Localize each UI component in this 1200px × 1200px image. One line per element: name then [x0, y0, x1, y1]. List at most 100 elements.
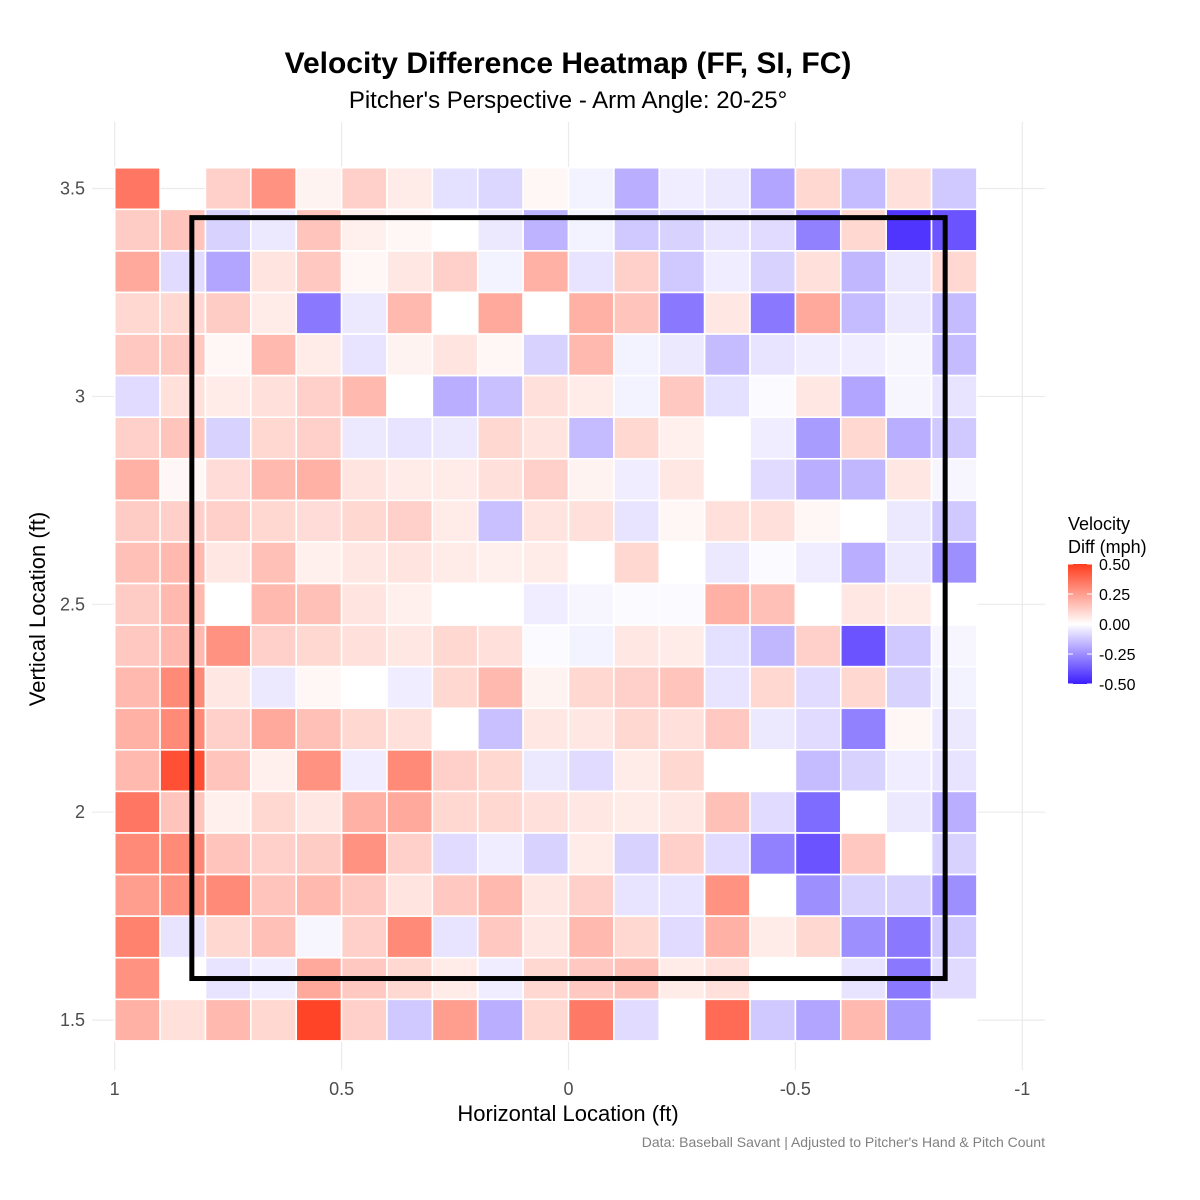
heatmap-cell [839, 333, 887, 377]
heatmap-cell [794, 333, 842, 377]
heatmap-cell [613, 749, 661, 793]
heatmap-cell [159, 457, 207, 502]
heatmap-cell [159, 707, 207, 751]
heatmap-cell [113, 541, 161, 585]
heatmap-cell [386, 416, 434, 460]
heatmap-cell [658, 416, 706, 460]
heatmap-cell [749, 457, 797, 502]
heatmap-cell [386, 915, 434, 959]
legend-ticks: 0.50 0.25 0.00 -0.25 -0.50 [1068, 557, 1136, 694]
heatmap-cell [703, 291, 751, 335]
heatmap-cell [885, 499, 933, 543]
heatmap-cell [885, 665, 933, 710]
heatmap-cell [204, 665, 252, 710]
heatmap-cell [794, 374, 842, 419]
heatmap-cell [613, 582, 661, 626]
heatmap-cell [476, 790, 524, 834]
heatmap-cell [839, 374, 887, 419]
heatmap-cell [386, 665, 434, 710]
heatmap-cell [159, 374, 207, 419]
heatmap-cell [930, 665, 978, 710]
heatmap-cell [295, 166, 343, 211]
heatmap-cell [613, 416, 661, 460]
heatmap-cell [340, 624, 388, 668]
heatmap-cell [749, 250, 797, 294]
heatmap-cell [839, 457, 887, 502]
heatmap-cell [476, 416, 524, 460]
heatmap-cell [567, 749, 615, 793]
heatmap-cell [476, 707, 524, 751]
heatmap-cell [431, 541, 479, 585]
heatmap-cell [113, 790, 161, 834]
heatmap-cell [522, 499, 570, 543]
heatmap-cell [930, 582, 978, 626]
heatmap-cell [567, 998, 615, 1042]
heatmap-cell [613, 624, 661, 668]
heatmap-cell [613, 915, 661, 959]
heatmap-cell [794, 707, 842, 751]
heatmap-cell [204, 416, 252, 460]
heatmap-cell [113, 457, 161, 502]
heatmap-cell [250, 333, 298, 377]
heatmap-cell [113, 915, 161, 959]
heatmap-cell [703, 457, 751, 502]
heatmap-cell [522, 374, 570, 419]
heatmap-cell [295, 790, 343, 834]
heatmap-cell [386, 790, 434, 834]
heatmap-cell [885, 582, 933, 626]
heatmap-cell [567, 291, 615, 335]
heatmap-cell [658, 374, 706, 419]
heatmap-cell [794, 582, 842, 626]
heatmap-cell [159, 998, 207, 1042]
heatmap-cell [749, 291, 797, 335]
heatmap-cell [250, 541, 298, 585]
heatmap-cell [794, 624, 842, 668]
heatmap-cell [113, 582, 161, 626]
heatmap-cell [658, 457, 706, 502]
y-tick-label: 2.5 [60, 594, 85, 614]
heatmap-cell [431, 333, 479, 377]
heatmap-cell [386, 250, 434, 294]
heatmap-cell [703, 998, 751, 1042]
heatmap-cell [476, 541, 524, 585]
heatmap-cell [204, 832, 252, 876]
legend-tick-label: 0.00 [1099, 617, 1130, 634]
heatmap-cell [159, 749, 207, 793]
heatmap-cell [839, 541, 887, 585]
heatmap-cell [658, 915, 706, 959]
heatmap-cell [476, 250, 524, 294]
heatmap-cell [613, 541, 661, 585]
heatmap-cell [250, 499, 298, 543]
heatmap-cell [204, 749, 252, 793]
heatmap-cell [703, 873, 751, 917]
heatmap-cell [250, 832, 298, 876]
heatmap-cell [340, 457, 388, 502]
heatmap-cell [613, 333, 661, 377]
heatmap-cell [749, 416, 797, 460]
heatmap-cell [340, 374, 388, 419]
heatmap-cell [431, 166, 479, 211]
heatmap-cell [340, 707, 388, 751]
heatmap-cell [930, 291, 978, 335]
heatmap-cell [839, 749, 887, 793]
heatmap-cell [340, 291, 388, 335]
heatmap-cell [204, 374, 252, 419]
heatmap-cell [295, 998, 343, 1042]
heatmap-cell [885, 998, 933, 1042]
heatmap-cell [522, 250, 570, 294]
heatmap-cell [204, 873, 252, 917]
heatmap-cell [386, 624, 434, 668]
heatmap-cell [340, 582, 388, 626]
heatmap-cell [658, 541, 706, 585]
heatmap-cell [204, 707, 252, 751]
heatmap-cell [658, 333, 706, 377]
heatmap-cell [794, 541, 842, 585]
heatmap-cell [159, 291, 207, 335]
heatmap-cell [431, 915, 479, 959]
heatmap-cell [930, 707, 978, 751]
heatmap-cell [250, 707, 298, 751]
heatmap-cell [567, 915, 615, 959]
heatmap-cell [794, 166, 842, 211]
heatmap-cell [431, 250, 479, 294]
heatmap-cell [476, 499, 524, 543]
